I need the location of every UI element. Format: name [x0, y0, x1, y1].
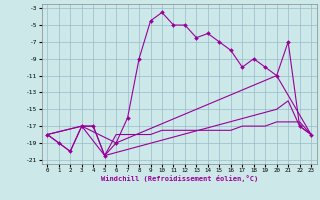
X-axis label: Windchill (Refroidissement éolien,°C): Windchill (Refroidissement éolien,°C) — [100, 175, 258, 182]
